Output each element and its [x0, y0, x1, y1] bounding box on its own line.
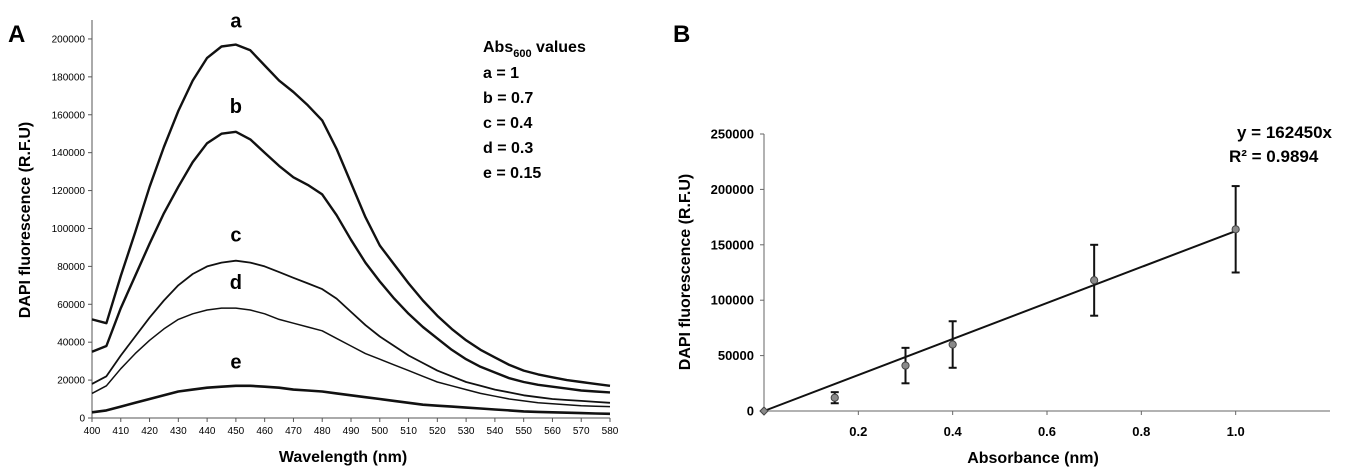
x-tick-label: 450 — [228, 426, 245, 437]
data-point — [759, 406, 769, 416]
curve-e — [91, 384, 611, 416]
y-tick-label: 100000 — [52, 224, 86, 235]
curve-label-e: e — [230, 352, 241, 374]
panel-b-y-axis-title: DAPI fluorescence (R.F.U) — [677, 174, 694, 370]
panel-a-letter: A — [8, 21, 25, 48]
y-tick-label: 200000 — [711, 182, 754, 197]
legend-entry: b = 0.7 — [483, 90, 533, 107]
x-tick-label: 490 — [343, 426, 360, 437]
y-tick-label: 80000 — [57, 262, 85, 273]
curve-d — [91, 307, 611, 408]
x-tick-label: 0.8 — [1132, 424, 1150, 439]
x-tick-label: 0.2 — [849, 424, 867, 439]
x-tick-label: 550 — [515, 426, 532, 437]
legend-title: Abs600 values — [483, 39, 586, 60]
curve-c — [91, 259, 611, 404]
panel-a: A 0 20000 40000 60000 80000 100000 120000 14000… — [8, 11, 619, 466]
x-tick-label: 510 — [400, 426, 417, 437]
curve-a — [91, 43, 611, 387]
panel-b-x-ticks: 0.2 0.4 0.6 0.8 1.0 — [849, 411, 1245, 439]
x-tick-label: 420 — [141, 426, 158, 437]
panel-a-x-axis-title: Wavelength (nm) — [279, 449, 407, 466]
panel-b-y-ticks: 0 50000 100000 150000 200000 250000 — [711, 127, 764, 419]
curve-label-c: c — [230, 225, 241, 247]
y-tick-label: 200000 — [52, 34, 86, 45]
data-point — [1090, 276, 1099, 285]
data-point — [830, 393, 839, 402]
panel-b-x-axis-title: Absorbance (nm) — [967, 450, 1099, 467]
y-tick-label: 100000 — [711, 293, 754, 308]
x-tick-label: 400 — [84, 426, 101, 437]
x-tick-label: 580 — [602, 426, 619, 437]
y-tick-label: 0 — [747, 404, 754, 419]
panel-a-y-ticks: 0 20000 40000 60000 80000 100000 120000 140000 1… — [52, 34, 92, 425]
panel-a-x-ticks: 400 410 420 430 440 450 460 470 480 490 500 510 520 5… — [84, 418, 619, 437]
data-point — [948, 340, 957, 349]
r-squared: R² = 0.9894 — [1229, 147, 1319, 166]
x-tick-label: 480 — [314, 426, 331, 437]
legend-entry: e = 0.15 — [483, 165, 541, 182]
y-tick-label: 160000 — [52, 110, 86, 121]
y-tick-label: 180000 — [52, 72, 86, 83]
y-tick-label: 120000 — [52, 186, 86, 197]
x-tick-label: 460 — [256, 426, 273, 437]
data-point — [1231, 225, 1240, 234]
y-tick-label: 50000 — [718, 348, 754, 363]
panel-a-axes — [91, 20, 610, 419]
legend-entry: a = 1 — [483, 65, 519, 82]
curve-label-a: a — [230, 11, 242, 33]
x-tick-label: 500 — [371, 426, 388, 437]
x-tick-label: 0.6 — [1038, 424, 1056, 439]
y-tick-label: 60000 — [57, 300, 85, 311]
trendline-equation: y = 162450x — [1237, 123, 1333, 142]
y-tick-label: 0 — [79, 414, 85, 425]
curve-label-d: d — [230, 272, 242, 294]
curve-label-b: b — [230, 96, 242, 118]
legend-entry: c = 0.4 — [483, 115, 532, 132]
panel-b-points — [759, 185, 1240, 416]
y-tick-label: 140000 — [52, 148, 86, 159]
data-point — [901, 361, 910, 370]
panel-b-trendline — [763, 230, 1237, 412]
x-tick-label: 440 — [199, 426, 216, 437]
x-tick-label: 570 — [573, 426, 590, 437]
x-tick-label: 520 — [429, 426, 446, 437]
y-tick-label: 40000 — [57, 338, 85, 349]
legend-title-rest: values — [532, 39, 586, 56]
legend-title-subscript: 600 — [513, 48, 531, 60]
y-tick-label: 150000 — [711, 237, 754, 252]
x-tick-label: 0.4 — [944, 424, 963, 439]
x-tick-label: 530 — [458, 426, 475, 437]
x-tick-label: 540 — [487, 426, 504, 437]
y-tick-label: 20000 — [57, 376, 85, 387]
y-tick-label: 250000 — [711, 127, 754, 142]
panel-b-axes — [763, 134, 1330, 412]
legend-entry: d = 0.3 — [483, 140, 533, 157]
curve-b — [91, 130, 611, 394]
x-tick-label: 470 — [285, 426, 302, 437]
x-tick-label: 430 — [170, 426, 187, 437]
panel-a-curve-labels: a b c d e — [230, 11, 243, 374]
panel-a-legend: Abs600 values a = 1 b = 0.7 c = 0.4 d = … — [483, 39, 586, 182]
x-tick-label: 410 — [112, 426, 129, 437]
panel-a-curves — [91, 43, 611, 416]
panel-b-letter: B — [673, 21, 690, 48]
trendline — [763, 230, 1237, 412]
legend-title-main: Abs — [483, 39, 513, 56]
x-tick-label: 1.0 — [1227, 424, 1245, 439]
x-tick-label: 560 — [544, 426, 561, 437]
panel-a-y-axis-title: DAPI fluorescence (R.F.U) — [17, 122, 34, 318]
